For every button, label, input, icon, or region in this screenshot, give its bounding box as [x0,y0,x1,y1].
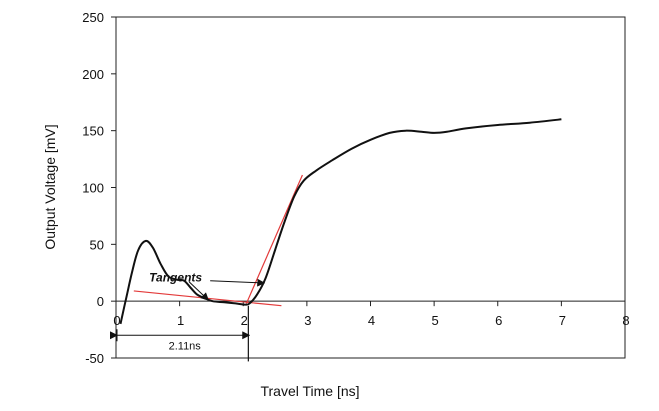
x-tick-label: 8 [622,313,629,328]
y-axis-ticks: -50 0 50 100 150 200 250 [82,10,116,366]
y-tick-label: 250 [82,10,104,25]
annotation-group: Tangents 2.11ns [110,270,266,362]
y-axis-title: Output Voltage [mV] [42,124,58,249]
x-tick-label: 7 [559,313,566,328]
plot-area [115,16,626,359]
y-tick-label: 50 [90,237,104,252]
dimension-label: 2.11ns [169,340,202,352]
tangents-callout-arrow [210,278,266,287]
x-axis-ticks: 0 1 2 3 4 5 6 7 8 [113,301,630,328]
x-tick-label: 2 [241,313,248,328]
x-axis-title: Travel Time [ns] [260,383,359,399]
x-tick-label: 6 [495,313,502,328]
output-voltage-series-line [119,118,562,325]
y-tick-label: -50 [85,351,104,366]
x-tick-label: 5 [432,313,439,328]
x-tick-label: 0 [113,313,120,328]
tangents-label: Tangents [149,270,202,284]
tangents-callout-arrow [188,281,209,301]
x-tick-label: 3 [304,313,311,328]
y-tick-label: 200 [82,67,104,82]
y-tick-label: 0 [97,294,104,309]
y-tick-label: 150 [82,124,104,139]
tangent-line [245,174,303,304]
x-tick-label: 4 [368,313,375,328]
y-tick-label: 100 [82,181,104,196]
x-tick-label: 1 [177,313,184,328]
